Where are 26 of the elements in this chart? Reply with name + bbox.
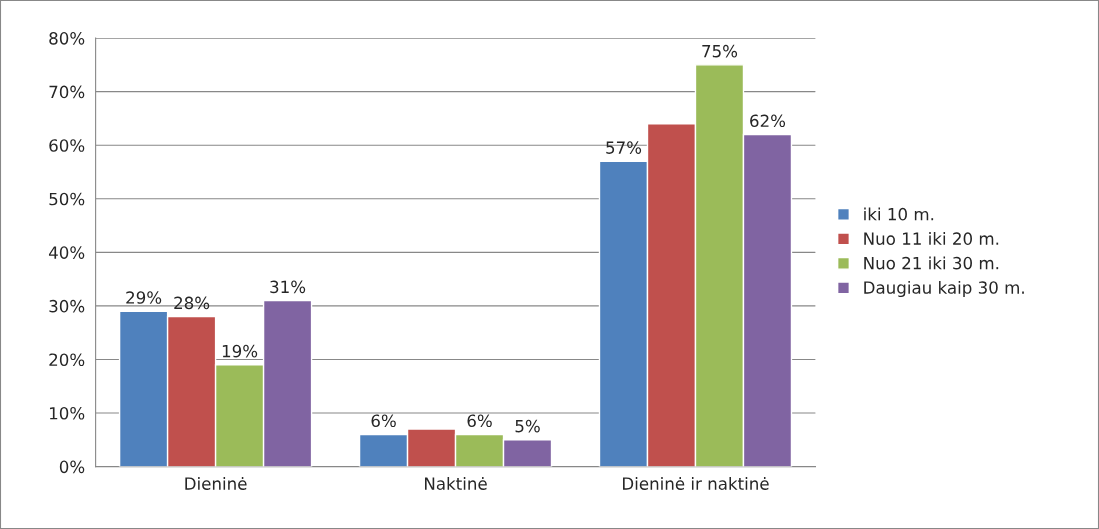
- data-label: 75%: [702, 44, 738, 58]
- data-label: 31%: [270, 280, 306, 294]
- y-tick-label: 10%: [49, 406, 85, 420]
- x-tick-label: Dieninė: [185, 476, 247, 490]
- y-tick-label: 30%: [49, 299, 85, 313]
- data-label: 6%: [371, 414, 396, 428]
- data-label: 19%: [222, 344, 258, 358]
- x-tick-label: Dieninė ir naktinė: [623, 476, 769, 490]
- y-tick-label: 60%: [49, 139, 85, 152]
- y-tick-label: 80%: [49, 32, 85, 45]
- data-label: 6%: [467, 414, 492, 428]
- data-label: 29%: [126, 291, 162, 304]
- data-label: 5%: [515, 419, 540, 433]
- y-tick-label: 70%: [49, 85, 85, 99]
- y-tick-label: 20%: [49, 353, 85, 367]
- data-label: 57%: [606, 141, 642, 154]
- legend-label: Daugiau kaip 30 m.: [864, 280, 1024, 298]
- data-label: 28%: [174, 296, 210, 310]
- y-tick-label: 40%: [48, 246, 85, 259]
- x-tick-label: Naktinė: [425, 476, 487, 490]
- data-label: 62%: [750, 114, 786, 128]
- legend-label: iki 10 m.: [864, 207, 934, 221]
- legend-label: Nuo 21 iki 30 m.: [864, 256, 999, 270]
- y-tick-label: 50%: [49, 192, 85, 206]
- legend-label: Nuo 11 iki 20 m.: [864, 232, 999, 245]
- y-tick-label: 0%: [59, 460, 85, 474]
